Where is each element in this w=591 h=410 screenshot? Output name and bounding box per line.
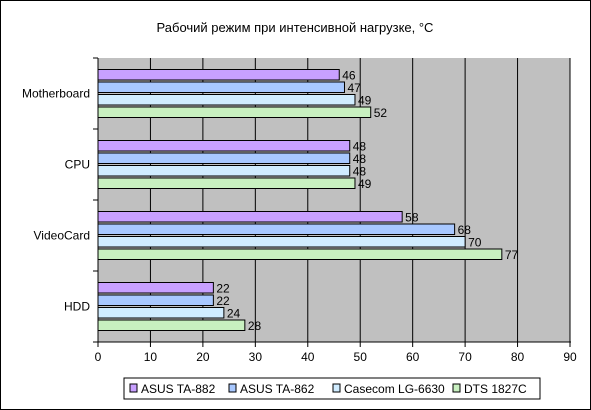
- data-label: 46: [342, 68, 356, 82]
- data-label: 48: [353, 139, 367, 153]
- legend-swatch: [452, 383, 461, 393]
- bar: [97, 319, 246, 331]
- legend-box: [123, 377, 541, 400]
- bar: [97, 152, 351, 164]
- data-label: 48: [353, 152, 367, 166]
- x-tick-label: 70: [458, 350, 472, 364]
- x-tick-label: 0: [95, 350, 102, 364]
- bar: [97, 94, 356, 106]
- bar: [97, 140, 351, 152]
- x-tick-label: 80: [511, 350, 525, 364]
- x-tick-label: 30: [249, 350, 263, 364]
- data-label: 77: [505, 248, 519, 262]
- data-label: 24: [227, 306, 241, 320]
- bar: [97, 165, 351, 177]
- y-tick-label: CPU: [65, 158, 90, 172]
- data-label: 22: [216, 281, 230, 295]
- bar: [97, 81, 345, 93]
- data-label: 28: [248, 319, 262, 333]
- bar: [97, 223, 456, 235]
- legend: ASUS TA-882 ASUS TA-862 Casecom LG-6630 DTS…: [123, 377, 541, 400]
- chart-title: Рабочий режим при интенсивной нагрузке, …: [157, 20, 434, 35]
- bar: [97, 248, 503, 260]
- bar: [97, 307, 225, 319]
- x-tick-label: 10: [144, 350, 158, 364]
- bar: [97, 177, 356, 189]
- legend-label: DTS 1827C: [464, 382, 527, 396]
- data-label: 68: [458, 223, 472, 237]
- legend-label: Casecom LG-6630: [344, 382, 445, 396]
- legend-swatch: [228, 383, 237, 393]
- bar: [97, 236, 466, 248]
- legend-label: ASUS TA-862: [240, 382, 315, 396]
- bar: [97, 294, 214, 306]
- data-label: 48: [353, 164, 367, 178]
- y-tick-label: VideoCard: [34, 229, 90, 243]
- data-label: 47: [347, 81, 361, 95]
- data-label: 49: [358, 93, 372, 107]
- axes: Motherboard CPU VideoCard HDD 0 10 20 30 40 50 60 7…: [22, 57, 577, 364]
- y-tick-label: Motherboard: [22, 87, 90, 101]
- data-label: 70: [468, 235, 482, 249]
- x-tick-label: 90: [563, 350, 577, 364]
- legend-swatch: [129, 383, 138, 393]
- bar: [97, 69, 340, 81]
- data-label: 22: [216, 294, 230, 308]
- x-tick-label: 60: [406, 350, 420, 364]
- data-label: 49: [358, 177, 372, 191]
- bar: [97, 211, 403, 223]
- data-label: 58: [405, 210, 419, 224]
- x-tick-label: 40: [301, 350, 315, 364]
- data-label: 52: [374, 106, 388, 120]
- bar: [97, 282, 214, 294]
- bar: [97, 106, 372, 118]
- legend-swatch: [332, 383, 341, 393]
- x-tick-label: 20: [196, 350, 210, 364]
- legend-label: ASUS TA-882: [141, 382, 216, 396]
- x-tick-label: 50: [354, 350, 368, 364]
- y-tick-label: HDD: [64, 300, 90, 314]
